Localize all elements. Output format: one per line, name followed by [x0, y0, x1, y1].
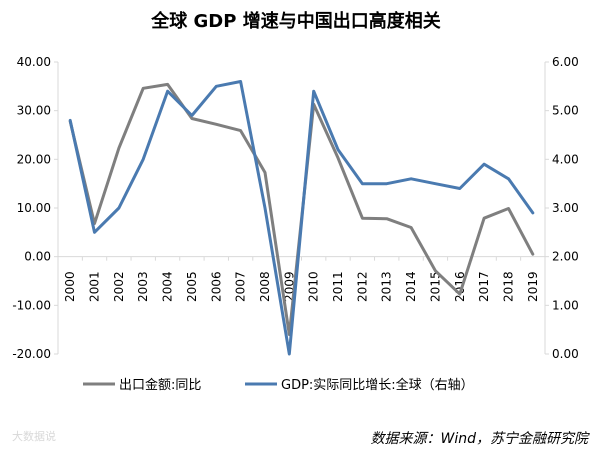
source-note: 数据来源：Wind，苏宁金融研究院 — [371, 431, 590, 447]
right-tick-label: 3.00 — [552, 201, 579, 215]
x-tick-label: 2019 — [526, 271, 540, 302]
legend-label-gdp: GDP:实际同比增长:全球（右轴） — [281, 377, 474, 393]
x-tick-label: 2011 — [331, 271, 345, 302]
x-tick-label: 2014 — [404, 271, 418, 302]
left-tick-label: 0.00 — [24, 250, 51, 264]
x-tick-label: 2004 — [161, 271, 175, 302]
x-axis-ticks: 2000 2001 2002 2003 2004 2005 2006 2007 2008 2009… — [57, 256, 546, 302]
legend: 出口金额:同比 GDP:实际同比增长:全球（右轴） — [83, 377, 474, 393]
series-layer — [68, 80, 535, 356]
right-tick-label: 1.00 — [552, 298, 579, 312]
series-line-gdp — [68, 80, 535, 356]
right-tick-label: 2.00 — [552, 250, 579, 264]
x-tick-label: 2006 — [209, 271, 223, 302]
right-tick-label: 0.00 — [552, 347, 579, 361]
chart-title: 全球 GDP 增速与中国出口高度相关 — [150, 10, 440, 32]
x-tick-label: 2018 — [501, 271, 515, 302]
x-tick-label: 2017 — [477, 271, 491, 302]
left-tick-label: 20.00 — [17, 152, 51, 166]
x-tick-label: 2001 — [88, 271, 102, 302]
left-tick-label: -10.00 — [12, 298, 51, 312]
left-tick-label: 30.00 — [17, 104, 51, 118]
x-tick-label: 2013 — [380, 271, 394, 302]
watermark: 大数据说 — [12, 429, 56, 443]
x-tick-label: 2002 — [112, 271, 126, 302]
right-axis-ticks: 0.00 1.00 2.00 3.00 4.00 5.00 6.00 — [545, 55, 579, 361]
right-tick-label: 5.00 — [552, 104, 579, 118]
x-tick-label: 2003 — [136, 271, 150, 302]
x-tick-label: 2012 — [355, 271, 369, 302]
x-tick-label: 2005 — [185, 271, 199, 302]
x-tick-label: 2000 — [63, 271, 77, 302]
x-tick-label: 2008 — [258, 271, 272, 302]
left-tick-label: 40.00 — [17, 55, 51, 69]
right-tick-label: 6.00 — [552, 55, 579, 69]
x-tick-label: 2007 — [234, 271, 248, 302]
legend-label-export: 出口金额:同比 — [119, 377, 201, 393]
left-tick-label: 10.00 — [17, 201, 51, 215]
x-tick-label: 2010 — [307, 271, 321, 302]
left-tick-label: -20.00 — [12, 347, 51, 361]
x-tick-label: 2015 — [428, 271, 442, 302]
right-tick-label: 4.00 — [552, 152, 579, 166]
left-axis-ticks: -20.00 -10.00 0.00 10.00 20.00 30.00 40.00 — [12, 55, 58, 361]
